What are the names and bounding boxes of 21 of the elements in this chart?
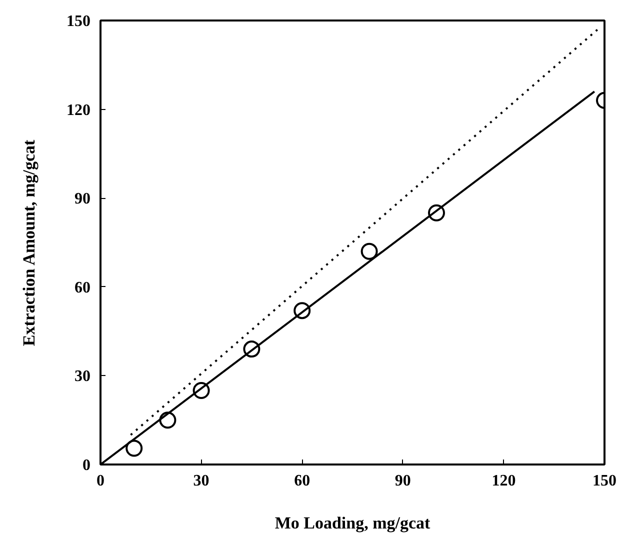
y-axis-title: Extraction Amount, mg/gcat [20, 139, 38, 346]
y-tick-label: 150 [66, 13, 90, 30]
y-tick-label: 60 [74, 279, 90, 296]
x-tick-label: 60 [294, 472, 310, 490]
x-axis-title: Mo Loading, mg/gcat [274, 514, 431, 532]
x-tick-label: 0 [96, 472, 104, 490]
point [159, 412, 176, 429]
x-tick-label: 90 [394, 472, 411, 490]
point [428, 204, 445, 222]
x-tick-label: 30 [193, 472, 210, 490]
y-tick-label: 30 [74, 368, 90, 386]
point [294, 302, 311, 320]
point [192, 382, 210, 399]
y-tick-label: 0 [82, 457, 90, 474]
point [360, 242, 378, 260]
x-tick-label: 120 [492, 472, 516, 490]
point [126, 440, 143, 457]
y-tick-label: 90 [74, 190, 90, 208]
point [243, 340, 260, 358]
x-tick-label: 150 [592, 472, 616, 490]
y-tick-label: 120 [66, 102, 90, 119]
